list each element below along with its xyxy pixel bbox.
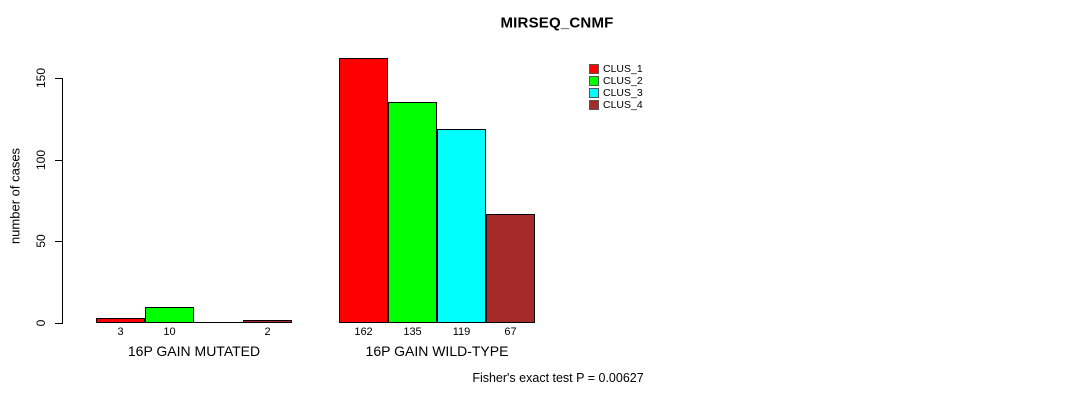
bar-value-label-clus_1-wild-type: 162 — [354, 326, 373, 338]
legend-row-clus_2: CLUS_2 — [589, 76, 643, 86]
bar-clus_3-mutated — [194, 322, 243, 323]
legend-swatch-icon — [589, 64, 599, 74]
legend: CLUS_1 CLUS_2 CLUS_3 CLUS_4 — [589, 64, 643, 111]
bar-value-label-clus_4-wild-type: 67 — [504, 326, 517, 338]
y-tick-label: 0 — [34, 319, 48, 327]
bar-clus_1-wild-type — [339, 58, 388, 323]
legend-swatch-icon — [589, 100, 599, 110]
chart-title: MIRSEQ_CNMF — [500, 14, 614, 32]
legend-row-clus_4: CLUS_4 — [589, 100, 643, 110]
y-tick-label: 50 — [34, 234, 48, 248]
bar-value-label-clus_3-wild-type: 119 — [452, 326, 471, 338]
bar-clus_3-wild-type — [437, 129, 486, 323]
legend-swatch-icon — [589, 76, 599, 86]
legend-label: CLUS_3 — [603, 87, 643, 99]
bar-clus_4-wild-type — [486, 214, 535, 323]
group-label-wild-type: 16P GAIN WILD-TYPE — [365, 343, 509, 359]
bar-value-label-clus_2-mutated: 10 — [163, 326, 176, 338]
y-tick-label: 100 — [34, 149, 48, 171]
bar-clus_2-mutated — [145, 307, 194, 323]
y-axis-line — [62, 78, 63, 324]
legend-swatch-icon — [589, 88, 599, 98]
fisher-test-annotation: Fisher's exact test P = 0.00627 — [472, 371, 644, 385]
bar-value-label-clus_2-wild-type: 135 — [403, 326, 422, 338]
y-tick-label: 150 — [34, 67, 48, 89]
legend-row-clus_1: CLUS_1 — [589, 64, 643, 74]
y-tick-mark — [55, 241, 62, 242]
legend-row-clus_3: CLUS_3 — [589, 88, 643, 98]
y-axis-title: number of cases — [7, 147, 23, 245]
bar-value-label-clus_4-mutated: 2 — [264, 326, 271, 338]
bar-clus_4-mutated — [243, 320, 292, 323]
bar-clus_2-wild-type — [388, 102, 437, 323]
y-tick-mark — [55, 160, 62, 161]
bar-value-label-clus_1-mutated: 3 — [117, 326, 124, 338]
y-tick-mark — [55, 323, 62, 324]
bar-clus_1-mutated — [96, 318, 145, 323]
legend-label: CLUS_4 — [603, 99, 643, 111]
y-tick-mark — [55, 78, 62, 79]
legend-label: CLUS_1 — [603, 63, 643, 75]
legend-label: CLUS_2 — [603, 75, 643, 87]
group-label-mutated: 16P GAIN MUTATED — [127, 343, 261, 359]
